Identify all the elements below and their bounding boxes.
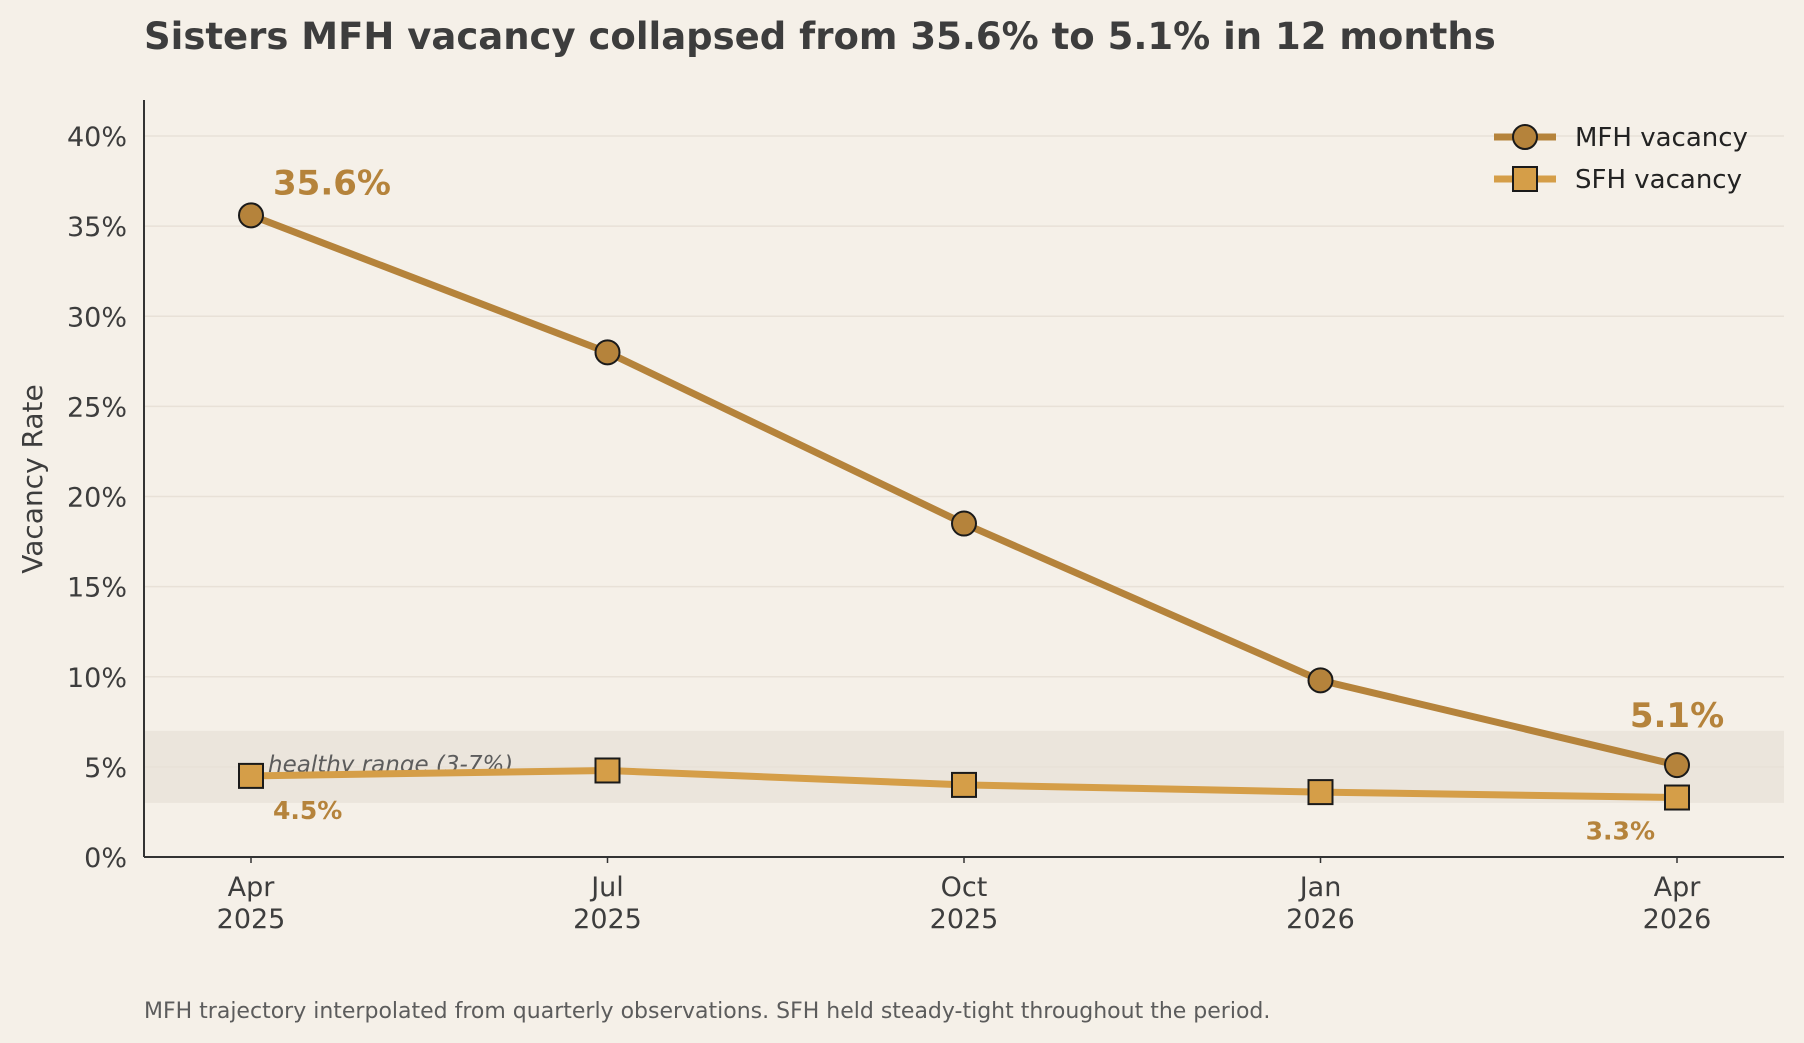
y-axis-title: Vacancy Rate — [16, 384, 49, 574]
mfh-vacancy-point — [1664, 752, 1690, 779]
legend-label: MFH vacancy — [1575, 123, 1748, 153]
x-tick-label: Oct 2025 — [930, 872, 999, 935]
y-tick-label: 30% — [67, 302, 127, 333]
data-label-3-3pct: 3.3% — [1586, 817, 1655, 846]
sfh-vacancy-point — [1307, 779, 1334, 806]
mfh-vacancy-point — [951, 510, 977, 537]
data-label-4-5pct: 4.5% — [273, 796, 342, 825]
mfh-vacancy-point — [238, 202, 264, 229]
plot-area: healthy range (3-7%)0%5%10%15%20%25%30%3… — [67, 100, 1784, 935]
y-tick-label: 0% — [84, 843, 127, 874]
sfh-vacancy-point — [1664, 784, 1690, 811]
sfh-vacancy-point — [594, 757, 621, 784]
sfh-vacancy-point — [951, 771, 977, 798]
legend-marker-square — [1512, 166, 1538, 192]
x-tick-label: Jul 2025 — [573, 872, 642, 935]
x-tick-label: Apr 2025 — [217, 872, 286, 935]
chart-title: Sisters MFH vacancy collapsed from 35.6%… — [144, 15, 1496, 58]
x-tick-label: Jan 2026 — [1286, 872, 1355, 935]
sfh-vacancy-point — [238, 762, 264, 789]
legend-label: SFH vacancy — [1575, 165, 1742, 195]
mfh-vacancy-point — [1307, 667, 1334, 694]
data-label-35-6pct: 35.6% — [273, 163, 391, 203]
legend-marker-circle — [1512, 124, 1538, 150]
y-tick-label: 5% — [84, 753, 127, 784]
data-label-5-1pct: 5.1% — [1630, 696, 1724, 736]
y-tick-label: 15% — [67, 573, 127, 604]
legend: MFH vacancy SFH vacancy — [1494, 123, 1748, 195]
footnote: MFH trajectory interpolated from quarter… — [144, 999, 1270, 1024]
mfh-vacancy-point — [594, 339, 621, 366]
y-tick-label: 10% — [67, 663, 127, 694]
mfh-vacancy-line — [247, 211, 1681, 769]
y-tick-label: 40% — [67, 122, 127, 153]
y-tick-label: 35% — [67, 212, 127, 243]
x-tick-label: Apr 2026 — [1643, 872, 1712, 935]
y-tick-label: 20% — [67, 483, 127, 514]
y-tick-label: 25% — [67, 392, 127, 423]
